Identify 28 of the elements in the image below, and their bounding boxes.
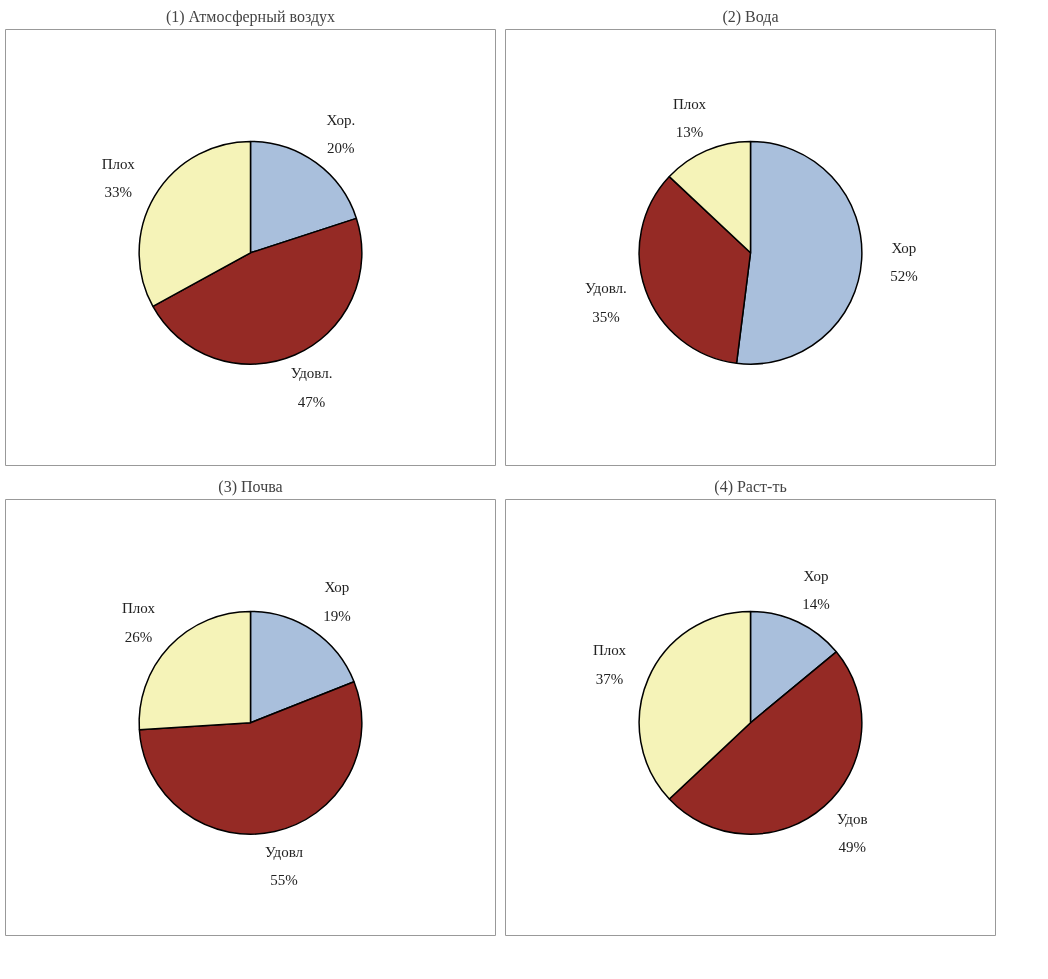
slice-label: Удов (836, 810, 868, 827)
chart-title: (4) Раст-ть (714, 477, 787, 496)
data-label: 14% (802, 596, 830, 613)
slice-label: Хор (803, 567, 829, 584)
slice-label: Хор. (326, 111, 356, 128)
data-label: 49% (838, 839, 866, 856)
chart-title: (3) Почва (218, 477, 283, 496)
data-label: 52% (890, 268, 918, 285)
slice-label: Плох (672, 95, 707, 112)
data-label: 33% (104, 184, 132, 201)
data-label: 55% (270, 872, 298, 889)
slice-label: Хор (891, 239, 917, 256)
chart-title: (2) Вода (722, 7, 779, 26)
data-label: 13% (675, 124, 704, 141)
slice-label: Удовл. (585, 280, 627, 297)
data-label: 26% (124, 628, 153, 645)
slice-label: Плох (592, 642, 627, 659)
chart-title: (1) Атмосферный воздух (165, 7, 336, 26)
data-label: 19% (323, 607, 351, 624)
data-label: 35% (592, 308, 620, 325)
data-label: 20% (327, 140, 355, 157)
slice-label: Плох (101, 155, 136, 172)
data-label: 47% (297, 393, 326, 410)
data-label: 37% (595, 670, 624, 687)
slice-label: Плох (122, 600, 156, 616)
slice-label: Удовл. (290, 365, 333, 382)
slice-label: Хор (324, 579, 350, 596)
slice-label: Удовл (265, 843, 304, 860)
